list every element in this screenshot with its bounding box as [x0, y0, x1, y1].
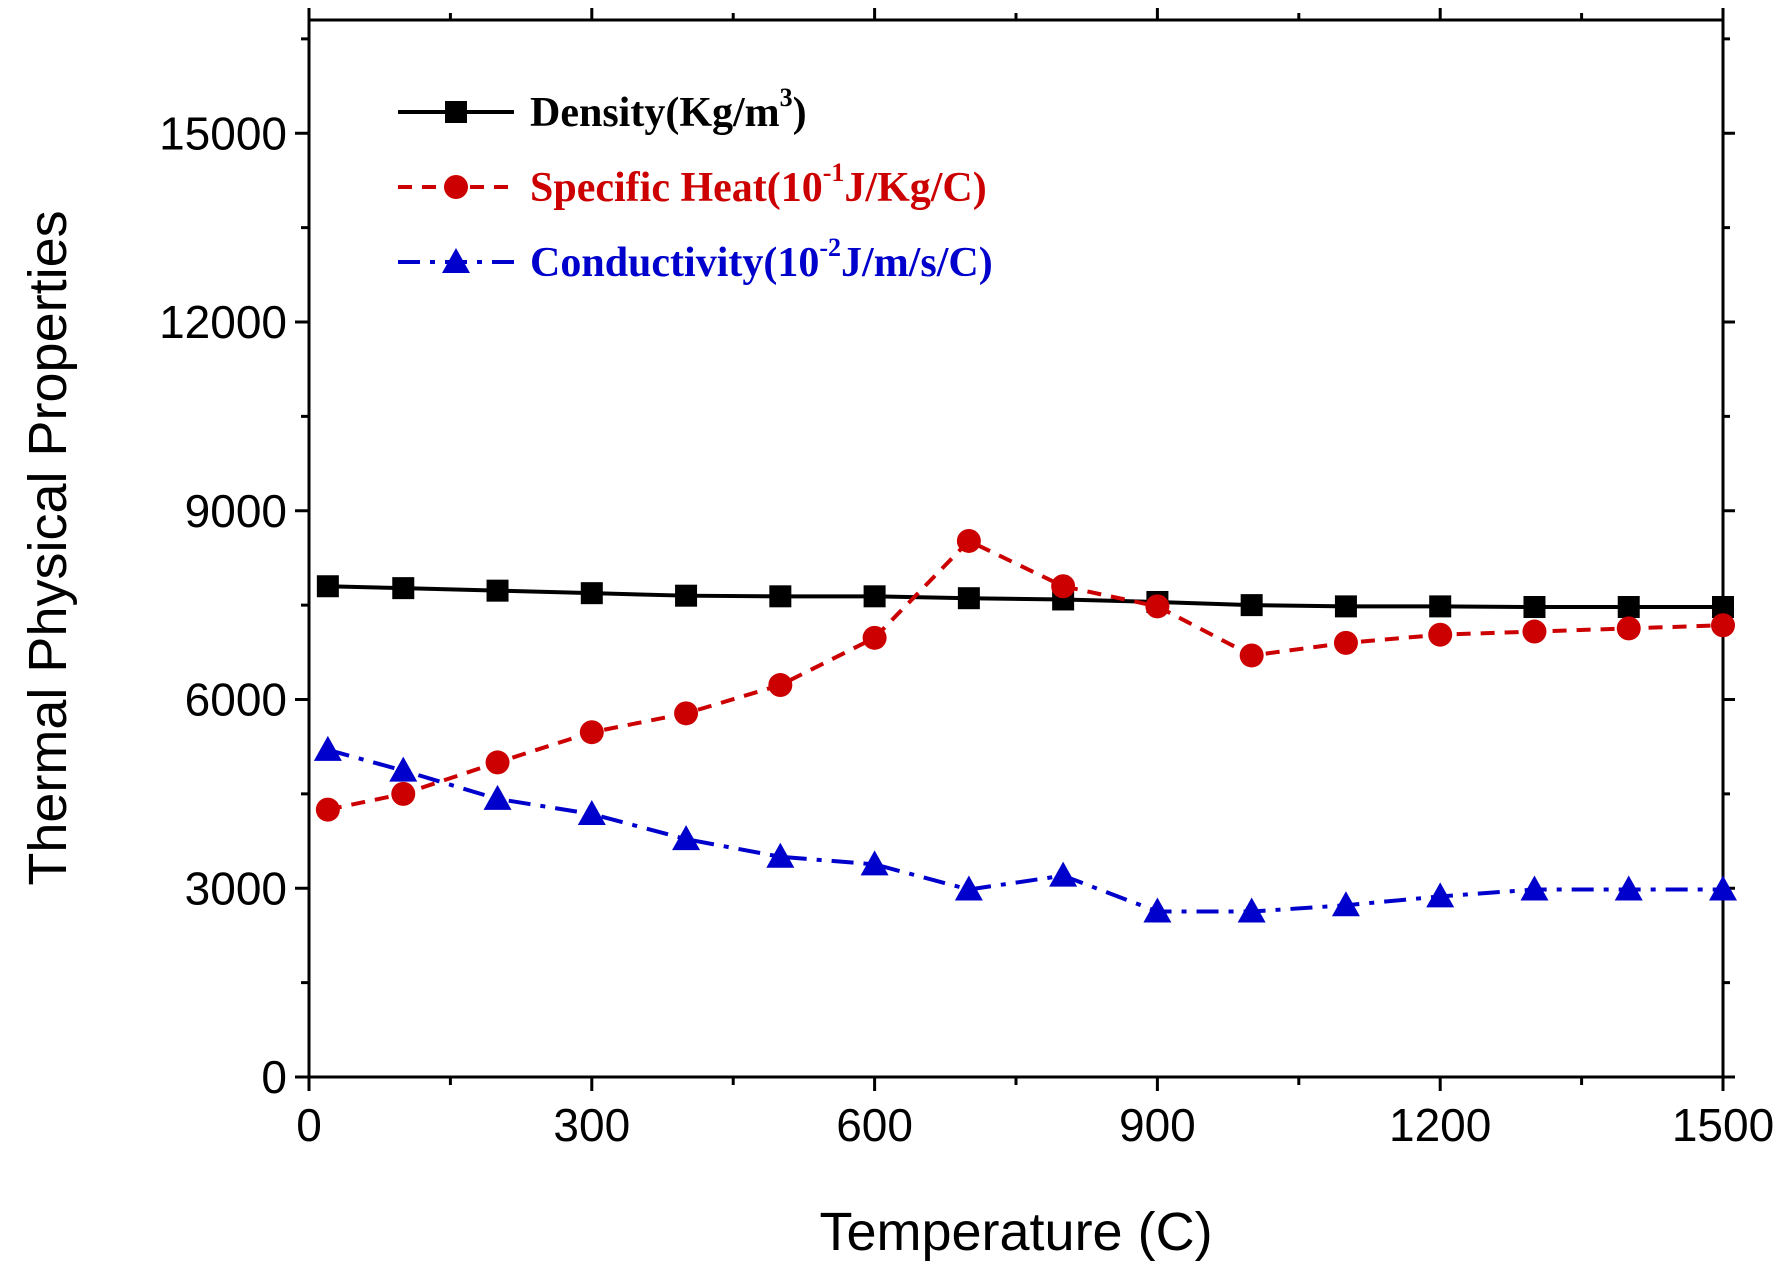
data-point-specific-heat — [391, 781, 416, 806]
legend-label-tail: J/m/s/C) — [841, 240, 993, 286]
data-point-specific-heat — [485, 750, 510, 775]
plot-frame — [307, 18, 1725, 1079]
data-point-conductivity — [672, 825, 701, 851]
y-tick-label: 12000 — [159, 296, 287, 348]
y-tick-label: 9000 — [185, 485, 287, 537]
data-point-conductivity — [483, 784, 512, 810]
data-point-specific-heat — [1711, 613, 1735, 638]
data-point-specific-heat — [862, 625, 887, 650]
data-point-density — [316, 575, 339, 598]
data-point-specific-heat — [1333, 630, 1358, 655]
data-point-conductivity — [860, 850, 889, 876]
series-conductivity — [313, 735, 1737, 923]
x-tick-label: 600 — [836, 1099, 913, 1151]
data-point-specific-heat — [1239, 643, 1264, 668]
data-point-density — [769, 585, 792, 608]
data-point-conductivity — [1049, 861, 1078, 887]
data-point-specific-heat — [579, 720, 604, 745]
data-point-specific-heat — [1522, 619, 1547, 644]
legend-label-main: Specific Heat(10 — [530, 165, 823, 211]
series-line-density — [327, 584, 1723, 610]
data-point-density — [392, 577, 415, 600]
data-point-conductivity — [313, 735, 342, 761]
data-point-specific-heat — [674, 701, 699, 726]
data-point-specific-heat — [315, 797, 340, 822]
data-point-density — [1240, 594, 1263, 617]
data-point-specific-heat — [1051, 574, 1076, 599]
data-point-density — [1712, 596, 1734, 619]
series-density — [316, 575, 1734, 619]
data-point-conductivity — [1143, 897, 1172, 923]
legend-marker-density — [445, 101, 467, 123]
data-point-specific-heat — [956, 528, 981, 553]
data-point-density — [675, 584, 698, 607]
legend-label-main: Conductivity(10 — [530, 240, 819, 286]
series-line-specific-heat — [327, 538, 1724, 812]
data-point-density — [1334, 595, 1357, 618]
data-point-conductivity — [1331, 891, 1360, 917]
data-point-conductivity — [1520, 875, 1549, 901]
y-tick-label: 0 — [261, 1051, 287, 1103]
legend-marker-conductivity — [442, 248, 470, 273]
data-point-conductivity — [1426, 882, 1455, 908]
data-point-specific-heat — [768, 673, 793, 698]
series-line-conductivity — [327, 747, 1723, 914]
y-tick-label: 6000 — [185, 674, 287, 726]
x-tick-label: 300 — [553, 1099, 630, 1151]
series-specific-heat — [315, 528, 1735, 822]
x-tick-label: 1500 — [1672, 1099, 1774, 1151]
legend-label-specific-heat: Specific Heat(10-1J/Kg/C) — [530, 158, 987, 211]
data-point-specific-heat — [1145, 594, 1170, 619]
data-point-conductivity — [1237, 897, 1266, 923]
x-axis-title: Temperature (C) — [819, 1202, 1212, 1262]
legend: Density(Kg/m3) Specific Heat(10-1J/Kg/C) C… — [398, 83, 993, 286]
data-point-conductivity — [577, 800, 606, 826]
data-point-density — [957, 587, 980, 610]
data-point-conductivity — [766, 842, 795, 868]
data-point-density — [580, 582, 603, 605]
data-point-density — [1523, 596, 1546, 619]
x-tick-label: 900 — [1119, 1099, 1196, 1151]
legend-label-sup: -1 — [823, 158, 845, 187]
data-point-conductivity — [1709, 875, 1737, 901]
legend-label-main: Density(Kg/m — [530, 90, 780, 136]
legend-label-tail: ) — [793, 90, 807, 136]
y-axis-ticks: 0 3000 6000 9000 12000 15000 — [159, 37, 1735, 1103]
legend-label-density: Density(Kg/m3) — [530, 83, 807, 136]
data-point-conductivity — [954, 875, 983, 901]
y-tick-label: 15000 — [159, 107, 287, 159]
legend-marker-specific-heat — [444, 175, 468, 199]
data-point-conductivity — [1614, 875, 1643, 901]
x-tick-label: 1200 — [1389, 1099, 1491, 1151]
x-tick-label: 0 — [296, 1099, 322, 1151]
legend-label-sup: -2 — [819, 233, 841, 262]
data-point-density — [486, 579, 509, 602]
data-point-density — [1429, 595, 1452, 618]
y-axis-title: Thermal Physical Properties — [18, 210, 78, 885]
legend-label-sup: 3 — [780, 83, 793, 112]
legend-label-conductivity: Conductivity(10-2J/m/s/C) — [530, 233, 993, 286]
data-point-conductivity — [389, 756, 418, 782]
legend-label-tail: J/Kg/C) — [844, 165, 986, 211]
series-layer — [313, 528, 1737, 923]
data-point-density — [863, 585, 886, 608]
x-axis-ticks: 0 300 600 900 1200 1500 — [296, 8, 1774, 1151]
data-point-density — [1617, 596, 1640, 619]
y-tick-label: 3000 — [185, 862, 287, 914]
data-point-specific-heat — [1616, 616, 1641, 641]
data-point-specific-heat — [1428, 622, 1453, 647]
